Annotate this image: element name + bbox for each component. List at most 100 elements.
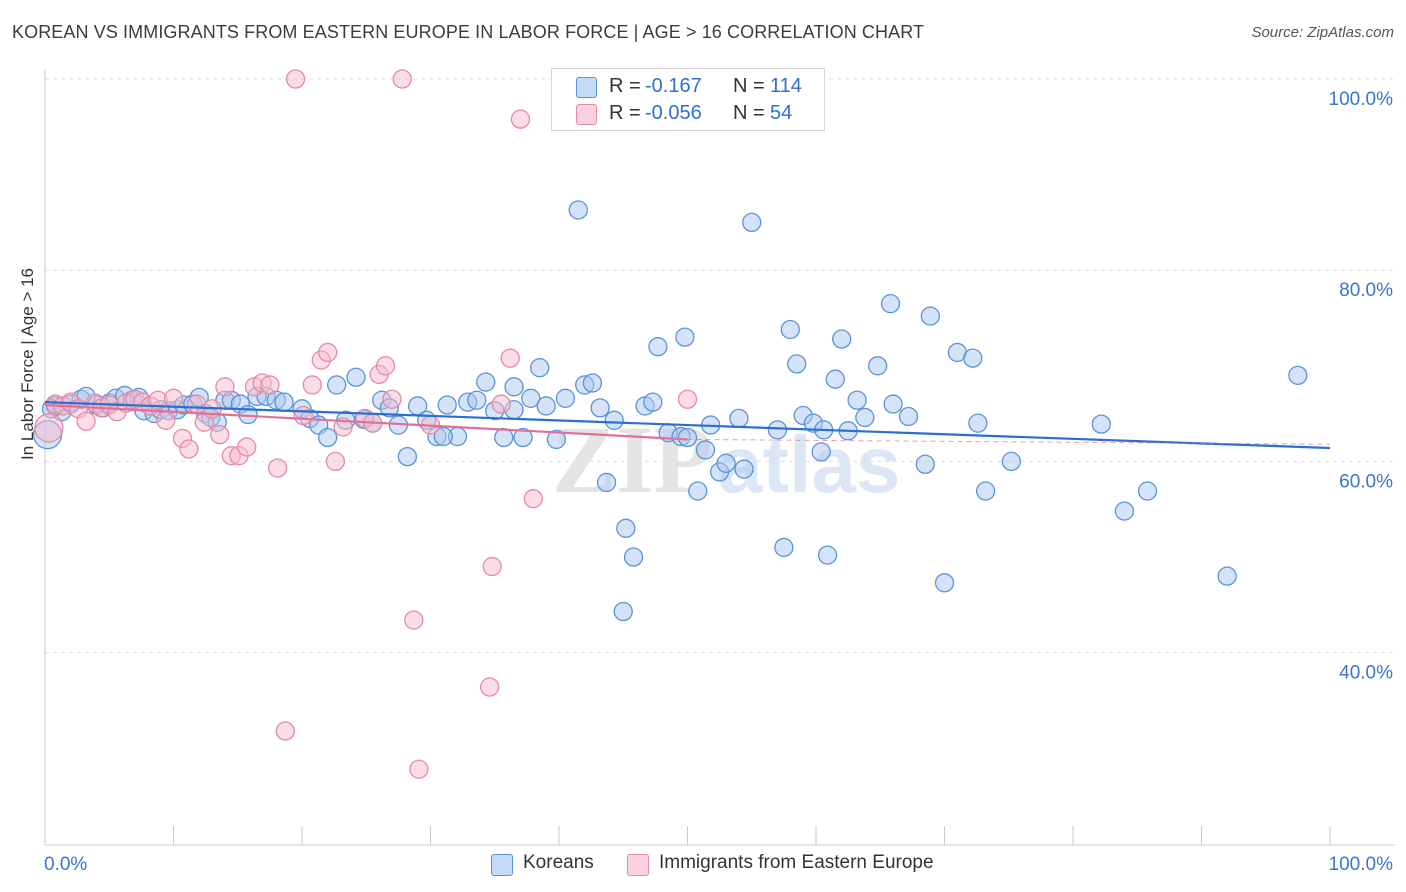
data-point <box>404 610 424 630</box>
data-point <box>920 306 941 326</box>
data-point <box>293 405 313 426</box>
data-point <box>491 394 511 414</box>
koreans-swatch <box>576 77 597 98</box>
data-point <box>1217 566 1237 586</box>
r-label: R = <box>609 75 641 97</box>
eastern-swatch <box>576 104 597 125</box>
koreans-trend-line <box>44 401 1331 450</box>
data-point <box>934 573 955 593</box>
data-point <box>513 427 533 448</box>
data-point <box>883 394 903 414</box>
grid-lines <box>45 78 1395 654</box>
data-point <box>437 395 457 415</box>
data-point <box>500 348 520 368</box>
y-tick-label: 40.0% <box>1339 663 1393 684</box>
data-point <box>536 396 556 416</box>
koreans-legend-swatch <box>491 854 513 876</box>
data-point <box>555 388 576 408</box>
data-point <box>968 413 988 433</box>
data-point <box>433 426 454 447</box>
data-point <box>285 69 306 89</box>
data-point <box>568 200 588 220</box>
axes <box>44 70 1395 846</box>
data-point <box>825 369 845 389</box>
r-value-koreans: -0.167 <box>645 75 702 97</box>
data-point <box>787 354 807 374</box>
y-tick-label: 60.0% <box>1339 471 1393 492</box>
data-point <box>675 327 695 347</box>
data-point <box>898 406 919 427</box>
data-point <box>648 337 668 357</box>
r-label: R = <box>609 102 641 124</box>
y-axis-label: In Labor Force | Age > 16 <box>18 267 37 460</box>
n-value-eastern: 54 <box>770 102 793 124</box>
data-point <box>467 390 487 410</box>
data-point <box>274 392 294 412</box>
source-label: Source: ZipAtlas.com <box>1251 24 1394 41</box>
data-point <box>318 342 338 363</box>
data-point <box>237 437 257 457</box>
data-point <box>590 398 610 418</box>
data-point <box>616 518 636 538</box>
data-point <box>327 375 347 395</box>
data-point <box>179 439 199 459</box>
data-point <box>215 377 235 397</box>
data-point <box>677 427 698 448</box>
data-point <box>156 410 176 430</box>
data-point <box>643 392 663 412</box>
data-point <box>1001 451 1021 472</box>
data-point <box>780 319 800 340</box>
data-point <box>346 367 366 387</box>
data-point <box>767 420 788 440</box>
data-point <box>847 390 867 410</box>
r-value-eastern: -0.056 <box>645 102 702 124</box>
data-point <box>210 424 230 445</box>
data-point <box>382 389 402 409</box>
data-point <box>392 69 412 89</box>
data-point <box>530 358 550 378</box>
data-point <box>915 454 935 474</box>
x-tick-label-max: 100.0% <box>1329 854 1394 875</box>
data-point <box>521 388 541 408</box>
x-tick-label-min: 0.0% <box>44 854 87 875</box>
data-point <box>868 356 888 376</box>
data-point <box>260 375 280 395</box>
data-point <box>716 453 736 473</box>
data-point <box>695 440 716 460</box>
eastern-trend-extension <box>687 438 1331 445</box>
y-tick-label: 80.0% <box>1339 280 1393 301</box>
legend-label-eastern: Immigrants from Eastern Europe <box>659 852 934 873</box>
data-point <box>811 442 831 462</box>
data-point <box>1114 501 1135 521</box>
data-point <box>318 427 338 448</box>
data-point <box>677 389 698 409</box>
data-point <box>880 294 901 314</box>
data-point <box>582 373 603 393</box>
data-point <box>333 417 353 437</box>
data-point <box>688 481 708 501</box>
data-point <box>817 545 838 565</box>
data-point <box>76 411 96 431</box>
data-point <box>523 489 543 509</box>
data-point <box>623 547 644 567</box>
data-point <box>397 446 418 467</box>
trend-lines <box>44 401 1331 450</box>
eastern-legend-swatch <box>627 854 649 876</box>
data-point <box>613 601 633 622</box>
data-point <box>832 329 852 349</box>
chart-title: KOREAN VS IMMIGRANTS FROM EASTERN EUROPE… <box>12 22 925 42</box>
data-point <box>267 458 288 478</box>
data-point <box>476 372 496 392</box>
data-point <box>742 212 762 233</box>
data-point <box>494 427 514 448</box>
data-point <box>375 356 396 376</box>
data-point <box>596 472 617 493</box>
data-point <box>510 109 531 129</box>
data-point <box>855 407 875 428</box>
data-point <box>163 388 184 408</box>
data-point <box>409 759 429 779</box>
data-point <box>729 408 749 429</box>
data-point <box>774 537 794 558</box>
eastern-trend-line <box>44 403 688 441</box>
